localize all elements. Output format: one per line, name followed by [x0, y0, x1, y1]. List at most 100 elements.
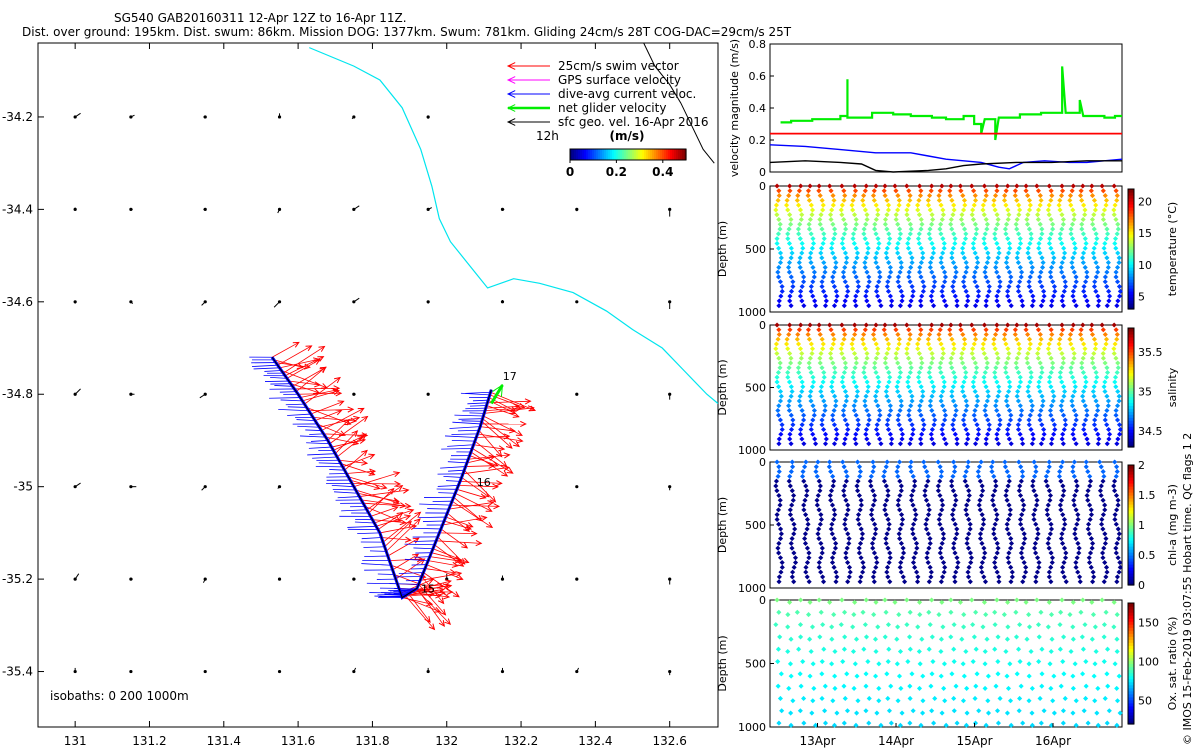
- salinity-sample: [940, 350, 946, 357]
- chla-sample: [1087, 516, 1093, 523]
- temperature-sample: [1117, 293, 1123, 299]
- temperature-sample: [875, 264, 881, 270]
- chla-sample: [885, 516, 891, 523]
- temperature-sample: [949, 197, 955, 203]
- chla-sample: [937, 464, 943, 470]
- oxygen-y-tick-label: 1000: [738, 721, 766, 734]
- chla-sample: [800, 469, 806, 475]
- temperature-colorbar-cell: [1128, 291, 1134, 295]
- chla-colorbar-cell: [1128, 543, 1134, 547]
- chla-sample: [789, 459, 795, 465]
- oxygen-sample: [1058, 683, 1064, 689]
- chla-sample: [841, 464, 847, 470]
- salinity-sample: [1101, 346, 1107, 352]
- temperature-sample: [842, 250, 849, 256]
- salinity-sample: [807, 393, 813, 399]
- oxygen-sample: [951, 646, 957, 652]
- dac-vector: [318, 462, 341, 464]
- speed-colorbar-cell: [628, 149, 631, 160]
- salinity-sample: [1113, 407, 1119, 414]
- oxygen-colorbar-cell: [1128, 699, 1134, 704]
- oxygen-sample: [819, 695, 825, 701]
- temperature-sample: [1105, 231, 1111, 237]
- salinity-sample: [884, 384, 890, 390]
- salinity-sample: [797, 403, 803, 409]
- temperature-sample: [940, 212, 946, 218]
- chla-sample: [935, 483, 941, 489]
- salinity-sample: [788, 384, 794, 390]
- salinity-sample: [828, 327, 834, 333]
- salinity-sample: [997, 417, 1003, 423]
- temperature-sample: [774, 236, 780, 242]
- salinity-sample: [972, 407, 978, 414]
- salinity-sample: [818, 350, 824, 357]
- temperature-sample: [1090, 221, 1096, 227]
- salinity-sample: [862, 398, 868, 404]
- chla-sample: [1043, 473, 1049, 479]
- salinity-sample: [1040, 403, 1046, 409]
- salinity-sample: [810, 417, 816, 423]
- salinity-sample: [1051, 393, 1057, 399]
- chla-sample: [881, 478, 887, 484]
- speed-colorbar-cell: [644, 149, 647, 160]
- salinity-sample: [1104, 365, 1110, 371]
- chla-colorbar-cell: [1128, 558, 1134, 562]
- temperature-sample: [884, 197, 890, 203]
- oxygen-sample: [839, 597, 845, 603]
- salinity-sample: [963, 441, 969, 447]
- chla-sample: [776, 540, 782, 546]
- chla-sample: [832, 512, 838, 518]
- salinity-sample: [905, 341, 911, 347]
- oxygen-sample: [832, 685, 838, 691]
- dac-vector: [469, 405, 487, 407]
- chla-sample: [1019, 555, 1025, 561]
- salinity-sample: [1049, 436, 1055, 442]
- temperature-sample: [1014, 226, 1020, 232]
- chla-sample: [1059, 531, 1065, 537]
- chla-sample: [909, 492, 915, 499]
- oxygen-colorbar-cell: [1128, 630, 1134, 634]
- chla-sample: [789, 536, 795, 542]
- temperature-sample: [829, 245, 835, 251]
- salinity-sample: [898, 426, 904, 433]
- temperature-sample: [1017, 240, 1024, 247]
- salinity-sample: [1082, 403, 1088, 409]
- dac-vector: [270, 376, 287, 379]
- salinity-sample: [992, 374, 998, 380]
- salinity-sample: [1058, 403, 1064, 409]
- salinity-sample: [1057, 374, 1063, 380]
- chla-sample: [967, 521, 973, 527]
- chla-sample: [882, 507, 888, 513]
- oxygen-sample: [1101, 658, 1107, 665]
- salinity-sample: [1006, 388, 1012, 395]
- chla-sample: [1099, 521, 1105, 527]
- salinity-sample: [1115, 360, 1121, 366]
- chla-colorbar-tick-label: 0.5: [1138, 549, 1156, 562]
- salinity-sample: [786, 365, 792, 371]
- chla-sample: [1102, 540, 1108, 546]
- salinity-colorbar-cell: [1128, 417, 1134, 421]
- dac-vector: [438, 492, 456, 494]
- temperature-sample: [1061, 255, 1067, 261]
- temperature-sample: [1115, 221, 1121, 227]
- temperature-sample: [887, 293, 893, 299]
- temperature-sample: [795, 202, 802, 208]
- salinity-sample: [773, 341, 779, 347]
- oxygen-sample: [841, 683, 847, 689]
- salinity-sample: [1057, 346, 1063, 352]
- salinity-sample: [1057, 369, 1063, 376]
- salinity-sample: [928, 431, 934, 437]
- chla-sample: [914, 579, 921, 585]
- salinity-sample: [838, 346, 844, 352]
- chla-sample: [927, 536, 933, 542]
- oxygen-sample: [969, 597, 975, 603]
- temperature-sample: [972, 250, 978, 256]
- chla-sample: [883, 536, 889, 542]
- chla-colorbar-cell: [1128, 471, 1134, 475]
- temperature-sample: [950, 212, 956, 218]
- swim-vector: [334, 430, 358, 454]
- chla-colorbar-cell: [1128, 510, 1134, 514]
- oxygen-sample: [949, 671, 955, 677]
- oxygen-sample: [895, 624, 901, 630]
- chla-sample: [1113, 492, 1120, 499]
